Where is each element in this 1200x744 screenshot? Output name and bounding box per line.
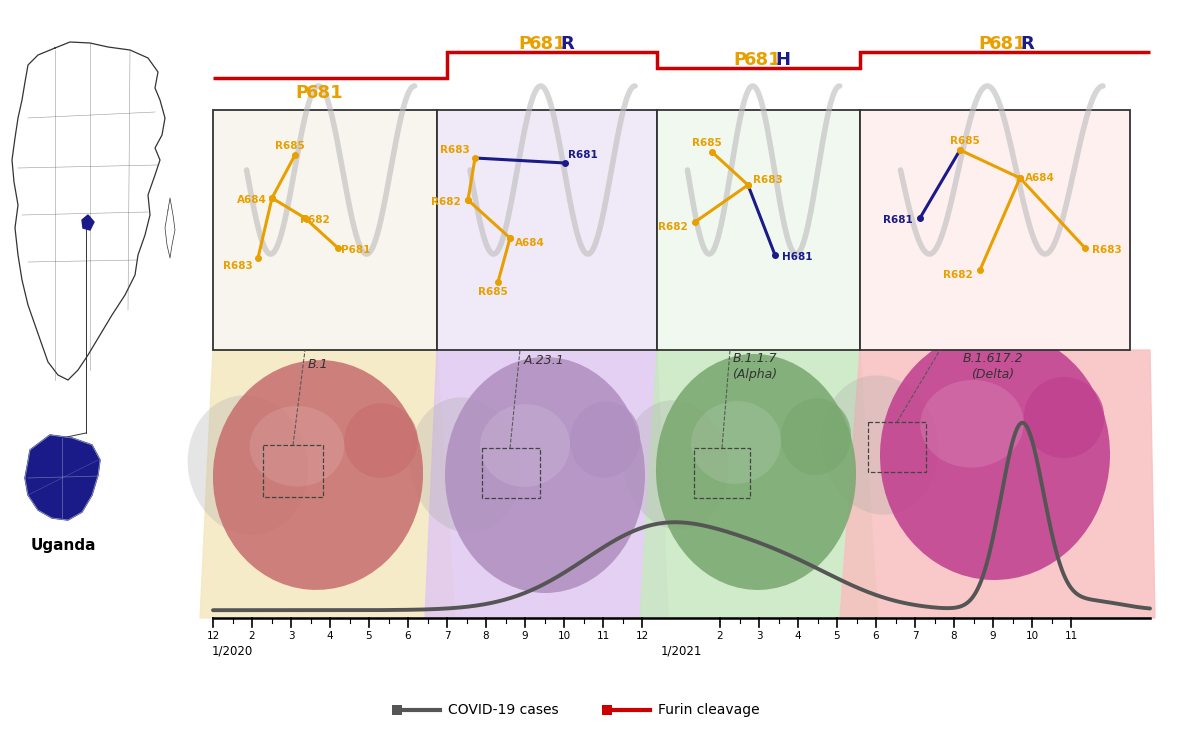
Text: 4: 4	[794, 631, 802, 641]
Text: R681: R681	[883, 215, 913, 225]
Text: COVID-19 cases: COVID-19 cases	[448, 703, 559, 717]
Ellipse shape	[250, 406, 344, 487]
Bar	[694, 448, 750, 498]
Text: 11: 11	[596, 631, 610, 641]
Text: 10: 10	[558, 631, 570, 641]
Ellipse shape	[822, 375, 938, 515]
Text: 681: 681	[306, 84, 343, 102]
Text: 3: 3	[288, 631, 294, 641]
Bar	[437, 110, 658, 350]
Text: 681: 681	[989, 35, 1027, 53]
Text: 5: 5	[834, 631, 840, 641]
Text: H681: H681	[781, 252, 812, 262]
Bar	[658, 110, 860, 350]
Text: R682: R682	[943, 270, 973, 280]
Ellipse shape	[920, 380, 1024, 467]
Text: P: P	[518, 35, 532, 53]
Text: 7: 7	[912, 631, 918, 641]
Text: 12: 12	[206, 631, 220, 641]
Text: 2: 2	[716, 631, 724, 641]
Text: 9: 9	[990, 631, 996, 641]
Polygon shape	[166, 198, 175, 258]
Ellipse shape	[691, 401, 781, 484]
Text: 1/2021: 1/2021	[660, 644, 702, 657]
Polygon shape	[425, 350, 668, 618]
Ellipse shape	[624, 400, 728, 530]
Ellipse shape	[344, 403, 418, 478]
Text: R: R	[560, 35, 574, 53]
Text: R685: R685	[950, 136, 980, 146]
Text: 5: 5	[366, 631, 372, 641]
Text: 2: 2	[248, 631, 256, 641]
Text: A.23.1: A.23.1	[523, 354, 564, 367]
Bar	[868, 422, 926, 472]
Text: R683: R683	[754, 175, 782, 185]
Polygon shape	[640, 350, 878, 618]
Text: A684: A684	[515, 238, 545, 248]
Text: R682: R682	[300, 215, 330, 225]
Text: 681: 681	[744, 51, 781, 69]
Text: A684: A684	[1025, 173, 1055, 183]
Text: R682: R682	[658, 222, 688, 232]
Text: R685: R685	[275, 141, 305, 151]
Text: A684: A684	[238, 195, 266, 205]
Text: 8: 8	[950, 631, 958, 641]
Text: 8: 8	[482, 631, 490, 641]
Text: P681: P681	[341, 245, 371, 255]
Ellipse shape	[1024, 377, 1104, 458]
Ellipse shape	[781, 398, 851, 475]
Text: 12: 12	[635, 631, 649, 641]
Text: P: P	[733, 51, 746, 69]
Text: R: R	[1020, 35, 1033, 53]
Text: 11: 11	[1064, 631, 1078, 641]
Text: R682: R682	[431, 197, 461, 207]
Polygon shape	[82, 215, 94, 230]
Text: B.1.617.2
(Delta): B.1.617.2 (Delta)	[962, 352, 1024, 381]
Polygon shape	[12, 42, 166, 380]
Text: 4: 4	[326, 631, 334, 641]
Text: 681: 681	[529, 35, 566, 53]
Ellipse shape	[480, 404, 570, 487]
Ellipse shape	[880, 330, 1110, 580]
Text: R685: R685	[478, 287, 508, 297]
Bar	[482, 448, 540, 498]
Text: R681: R681	[568, 150, 598, 160]
Text: 6: 6	[404, 631, 412, 641]
Text: 9: 9	[522, 631, 528, 641]
Text: 10: 10	[1026, 631, 1038, 641]
Text: 1/2020: 1/2020	[211, 644, 253, 657]
Text: B.1: B.1	[307, 358, 329, 371]
Ellipse shape	[187, 395, 308, 535]
Text: Uganda: Uganda	[30, 538, 96, 553]
Bar	[860, 110, 1130, 350]
Ellipse shape	[212, 360, 424, 590]
Ellipse shape	[409, 397, 521, 533]
Text: R683: R683	[1092, 245, 1122, 255]
Text: R683: R683	[223, 261, 253, 271]
Text: P: P	[978, 35, 991, 53]
Bar	[602, 705, 612, 715]
Text: R683: R683	[440, 145, 470, 155]
Polygon shape	[25, 435, 100, 520]
Bar	[214, 110, 437, 350]
Polygon shape	[200, 350, 455, 618]
Bar	[263, 445, 323, 497]
Text: P: P	[295, 84, 308, 102]
Ellipse shape	[570, 401, 640, 478]
Text: B.1.1.7
(Alpha): B.1.1.7 (Alpha)	[732, 352, 778, 381]
Text: Furin cleavage: Furin cleavage	[658, 703, 760, 717]
Text: 6: 6	[872, 631, 880, 641]
Polygon shape	[840, 350, 1154, 618]
Ellipse shape	[656, 354, 856, 590]
Text: R685: R685	[692, 138, 722, 148]
Ellipse shape	[445, 357, 646, 593]
Text: 7: 7	[444, 631, 450, 641]
Bar	[392, 705, 402, 715]
Text: H: H	[775, 51, 790, 69]
Text: 3: 3	[756, 631, 762, 641]
